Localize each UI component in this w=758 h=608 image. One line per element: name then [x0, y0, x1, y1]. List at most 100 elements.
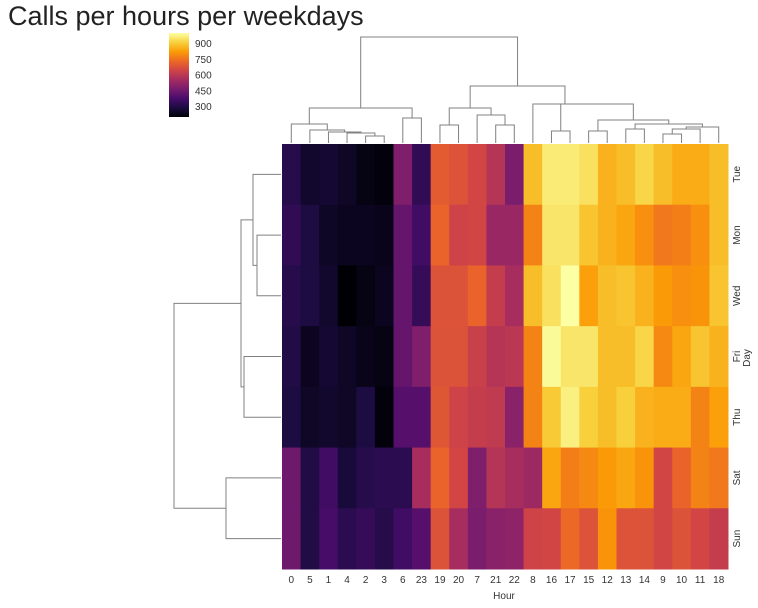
- heatmap-cell-thu-21: [486, 386, 506, 449]
- x-tick-label: 5: [307, 575, 313, 586]
- heatmap-cell-sat-10: [672, 447, 692, 509]
- heatmap-cell-mon-11: [690, 204, 710, 266]
- heatmap-cell-mon-21: [486, 204, 506, 266]
- heatmap-cell-mon-10: [672, 204, 692, 266]
- heatmap-cell-sat-4: [337, 447, 357, 509]
- heatmap-cell-thu-1: [319, 386, 339, 449]
- heatmap-cell-tue-6: [393, 144, 413, 206]
- heatmap-cell-sat-11: [690, 447, 710, 509]
- heatmap-cell-thu-17: [560, 386, 580, 449]
- y-tick-label: Wed: [732, 286, 743, 306]
- heatmap-cell-thu-15: [579, 386, 599, 449]
- col-link: [495, 124, 515, 143]
- heatmap-cell-thu-22: [505, 386, 525, 449]
- heatmap-cell-mon-23: [412, 204, 432, 266]
- heatmap-cell-thu-9: [653, 386, 673, 449]
- colorbar-tick-label: 600: [195, 71, 212, 82]
- y-axis-label: Day: [742, 349, 753, 367]
- heatmap-cell-tue-22: [505, 144, 525, 206]
- heatmap-cell-tue-10: [672, 144, 692, 206]
- heatmap-cell-wed-6: [393, 265, 413, 327]
- heatmap-cell-wed-8: [523, 265, 543, 327]
- heatmap-cell-sun-4: [337, 508, 357, 570]
- heatmap-cell-thu-11: [690, 386, 710, 449]
- heatmap-cell-wed-13: [616, 265, 636, 327]
- heatmap-cell-wed-7: [467, 265, 487, 327]
- heatmap-cell-tue-23: [412, 144, 432, 206]
- heatmap-cell-mon-18: [709, 204, 729, 266]
- heatmap-cell-sat-22: [505, 447, 525, 509]
- heatmap-cell-mon-17: [560, 204, 580, 266]
- heatmap-cell-fri-7: [467, 326, 487, 388]
- x-tick-label: 0: [289, 575, 295, 586]
- y-tick-labels: Tue Mon Wed Fri Thu Sat Sun: [732, 165, 743, 547]
- heatmap-cell-fri-17: [560, 326, 580, 388]
- heatmap-cell-fri-0: [282, 326, 302, 388]
- heatmap-cell-sun-22: [505, 508, 525, 570]
- heatmap-cell-sat-21: [486, 447, 506, 509]
- heatmap-cell-tue-19: [430, 144, 450, 206]
- x-tick-label: 4: [344, 575, 350, 586]
- heatmap-cell-sat-15: [579, 447, 599, 509]
- heatmap-cell-sun-23: [412, 508, 432, 570]
- chart-title: Calls per hours per weekdays: [8, 1, 364, 31]
- heatmap-cell-mon-5: [300, 204, 320, 266]
- row-link: [240, 219, 253, 388]
- heatmap-cell-thu-4: [337, 386, 357, 449]
- col-link: [365, 135, 385, 143]
- heatmap-cell-sun-2: [356, 508, 376, 570]
- row-link: [225, 477, 281, 540]
- heatmap-cell-sat-0: [282, 447, 302, 509]
- heatmap-cell-sat-7: [467, 447, 487, 509]
- heatmap-cell-wed-11: [690, 265, 710, 327]
- col-link: [532, 103, 598, 143]
- heatmap-cell-tue-8: [523, 144, 543, 206]
- heatmap-cell-sun-21: [486, 508, 506, 570]
- heatmap-cell-sun-16: [542, 508, 562, 570]
- col-link-root: [360, 36, 519, 108]
- heatmap-cell-sun-17: [560, 508, 580, 570]
- heatmap-cell-fri-2: [356, 326, 376, 388]
- heatmap-cell-tue-7: [467, 144, 487, 206]
- col-link: [290, 123, 328, 143]
- heatmap-cell-tue-17: [560, 144, 580, 206]
- heatmap-cell-sun-11: [690, 508, 710, 570]
- col-link: [588, 130, 608, 143]
- colorbar-ticks: 900 750 600 450 300: [195, 39, 212, 113]
- heatmap-cell-sun-1: [319, 508, 339, 570]
- heatmap-cell-fri-21: [486, 326, 506, 388]
- heatmap-cell-thu-3: [374, 386, 394, 449]
- y-tick-label: Sat: [732, 470, 743, 485]
- heatmap-cell-mon-16: [542, 204, 562, 266]
- heatmap-cell-sun-6: [393, 508, 413, 570]
- heatmap-cell-mon-6: [393, 204, 413, 266]
- x-tick-labels: 0 5 1 4 2 3 6 23 19 20 7 21 22 8 16 17 15 12 13 14 9 10 11 18: [289, 575, 725, 586]
- heatmap-cell-fri-6: [393, 326, 413, 388]
- heatmap-cell-sun-12: [597, 508, 617, 570]
- heatmap-cell-sun-5: [300, 508, 320, 570]
- col-link: [560, 103, 634, 131]
- heatmap-cell-sat-14: [635, 447, 655, 509]
- heatmap-cell-thu-12: [597, 386, 617, 449]
- x-tick-label: 9: [660, 575, 666, 586]
- heatmap-cell-sat-5: [300, 447, 320, 509]
- heatmap-cell-tue-11: [690, 144, 710, 206]
- heatmap-cell-tue-13: [616, 144, 636, 206]
- heatmap-cell-fri-11: [690, 326, 710, 388]
- colorbar-tick-label: 900: [195, 39, 212, 50]
- heatmap-cell-fri-4: [337, 326, 357, 388]
- heatmap-cell-tue-2: [356, 144, 376, 206]
- colorbar-gradient: [169, 33, 189, 117]
- heatmap-cell-sun-9: [653, 508, 673, 570]
- heatmap-cell-sun-13: [616, 508, 636, 570]
- x-axis-label: Hour: [493, 591, 515, 602]
- y-tick-label: Thu: [732, 409, 743, 426]
- heatmap-cell-thu-19: [430, 386, 450, 449]
- x-tick-label: 10: [676, 575, 688, 586]
- heatmap-cell-sun-15: [579, 508, 599, 570]
- x-tick-label: 15: [583, 575, 595, 586]
- heatmap-cell-mon-12: [597, 204, 617, 266]
- colorbar-tick-label: 450: [195, 86, 212, 97]
- heatmap-cell-tue-1: [319, 144, 339, 206]
- y-tick-label: Tue: [732, 165, 743, 182]
